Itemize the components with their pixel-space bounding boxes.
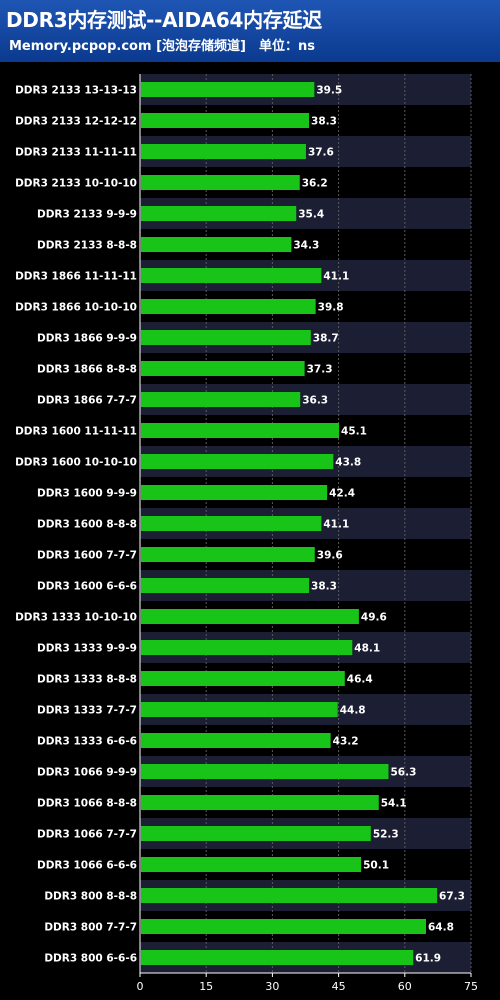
bar bbox=[141, 702, 338, 717]
category-label: DDR3 1066 6-6-6 bbox=[37, 860, 137, 872]
data-label: 38.3 bbox=[311, 581, 337, 593]
category-label: DDR3 1066 8-8-8 bbox=[37, 798, 137, 810]
data-label: 43.2 bbox=[333, 736, 359, 748]
bar bbox=[141, 175, 300, 190]
data-label: 61.9 bbox=[415, 953, 441, 965]
data-label: 44.8 bbox=[340, 705, 366, 717]
category-label: DDR3 1066 7-7-7 bbox=[37, 829, 137, 841]
chart-title: DDR3内存测试--AIDA64内存延迟 bbox=[6, 8, 322, 32]
category-label: DDR3 1866 9-9-9 bbox=[37, 333, 137, 345]
category-label: DDR3 1866 8-8-8 bbox=[37, 364, 137, 376]
data-label: 42.4 bbox=[329, 488, 355, 500]
data-label: 41.1 bbox=[323, 271, 349, 283]
bar bbox=[141, 82, 315, 97]
bar bbox=[141, 113, 310, 128]
category-label: DDR3 2133 8-8-8 bbox=[37, 240, 137, 252]
bar bbox=[141, 237, 292, 252]
bar bbox=[141, 330, 311, 345]
category-label: DDR3 800 8-8-8 bbox=[44, 891, 137, 903]
category-label: DDR3 1600 11-11-11 bbox=[15, 426, 137, 438]
chart-header: DDR3内存测试--AIDA64内存延迟 Memory.pcpop.com [泡… bbox=[0, 0, 500, 62]
data-label: 37.6 bbox=[308, 147, 334, 159]
bar bbox=[141, 423, 340, 438]
category-label: DDR3 1866 10-10-10 bbox=[15, 302, 137, 314]
category-label: DDR3 800 7-7-7 bbox=[44, 922, 137, 934]
bar bbox=[141, 733, 331, 748]
category-label: DDR3 1600 8-8-8 bbox=[37, 519, 137, 531]
x-tick-label: 45 bbox=[332, 980, 346, 993]
data-label: 36.2 bbox=[302, 178, 328, 190]
data-label: 48.1 bbox=[354, 643, 380, 655]
category-label: DDR3 2133 10-10-10 bbox=[15, 178, 137, 190]
data-label: 64.8 bbox=[428, 922, 454, 934]
x-tick-label: 30 bbox=[265, 980, 279, 993]
bar bbox=[141, 485, 328, 500]
category-label: DDR3 1333 7-7-7 bbox=[37, 705, 137, 717]
bar bbox=[141, 640, 353, 655]
data-label: 38.3 bbox=[311, 116, 337, 128]
category-label: DDR3 1333 9-9-9 bbox=[37, 643, 137, 655]
data-label: 50.1 bbox=[363, 860, 389, 872]
category-label: DDR3 800 6-6-6 bbox=[44, 953, 137, 965]
bar bbox=[141, 919, 426, 934]
data-label: 46.4 bbox=[347, 674, 373, 686]
bar bbox=[141, 888, 438, 903]
data-label: 39.6 bbox=[317, 550, 343, 562]
bar bbox=[141, 361, 305, 376]
data-label: 54.1 bbox=[381, 798, 407, 810]
data-label: 56.3 bbox=[390, 767, 416, 779]
category-label: DDR3 1066 9-9-9 bbox=[37, 767, 137, 779]
x-tick-label: 15 bbox=[199, 980, 213, 993]
data-label: 34.3 bbox=[293, 240, 319, 252]
category-label: DDR3 1600 7-7-7 bbox=[37, 550, 137, 562]
category-label: DDR3 1600 10-10-10 bbox=[15, 457, 137, 469]
chart-subtitle: Memory.pcpop.com [泡泡存储频道] 单位：ns bbox=[9, 39, 315, 54]
category-label: DDR3 1866 7-7-7 bbox=[37, 395, 137, 407]
data-label: 38.7 bbox=[313, 333, 339, 345]
x-tick-label: 60 bbox=[398, 980, 412, 993]
data-label: 45.1 bbox=[341, 426, 367, 438]
bar bbox=[141, 516, 322, 531]
data-label: 67.3 bbox=[439, 891, 465, 903]
bar bbox=[141, 144, 306, 159]
category-label: DDR3 2133 9-9-9 bbox=[37, 209, 137, 221]
bar bbox=[141, 268, 322, 283]
bar bbox=[141, 609, 359, 624]
data-label: 52.3 bbox=[373, 829, 399, 841]
category-label: DDR3 1600 6-6-6 bbox=[37, 581, 137, 593]
category-label: DDR3 1333 8-8-8 bbox=[37, 674, 137, 686]
category-label: DDR3 2133 13-13-13 bbox=[15, 85, 137, 97]
bar bbox=[141, 795, 379, 810]
bar bbox=[141, 547, 315, 562]
bar bbox=[141, 857, 362, 872]
bar bbox=[141, 826, 371, 841]
data-label: 41.1 bbox=[323, 519, 349, 531]
data-label: 43.8 bbox=[335, 457, 361, 469]
x-tick-label: 75 bbox=[464, 980, 478, 993]
bar bbox=[141, 299, 316, 314]
data-label: 36.3 bbox=[302, 395, 328, 407]
data-label: 35.4 bbox=[298, 209, 324, 221]
category-label: DDR3 2133 11-11-11 bbox=[15, 147, 137, 159]
category-label: DDR3 1600 9-9-9 bbox=[37, 488, 137, 500]
data-label: 49.6 bbox=[361, 612, 387, 624]
category-label: DDR3 1333 10-10-10 bbox=[15, 612, 137, 624]
bar bbox=[141, 764, 389, 779]
bar bbox=[141, 950, 414, 965]
bar bbox=[141, 578, 310, 593]
data-label: 39.5 bbox=[316, 85, 342, 97]
data-label: 39.8 bbox=[318, 302, 344, 314]
bar bbox=[141, 392, 301, 407]
bar bbox=[141, 454, 334, 469]
bar bbox=[141, 206, 297, 221]
category-label: DDR3 1866 11-11-11 bbox=[15, 271, 137, 283]
category-label: DDR3 1333 6-6-6 bbox=[37, 736, 137, 748]
data-label: 37.3 bbox=[307, 364, 333, 376]
x-tick-label: 0 bbox=[137, 980, 144, 993]
category-label: DDR3 2133 12-12-12 bbox=[15, 116, 137, 128]
bar bbox=[141, 671, 345, 686]
